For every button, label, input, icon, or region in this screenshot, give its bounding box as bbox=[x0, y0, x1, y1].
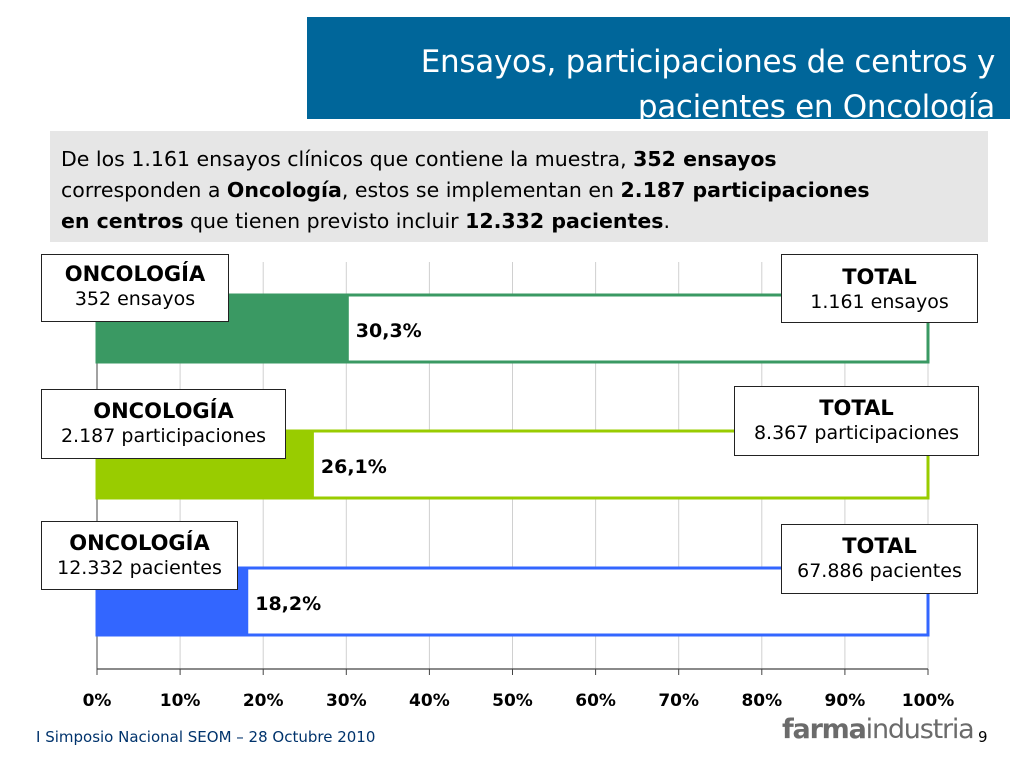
callout-title: ONCOLOGÍA bbox=[93, 399, 234, 423]
callout-title: TOTAL bbox=[819, 396, 894, 420]
bar-value-label: 18,2% bbox=[255, 593, 321, 615]
callout-title: ONCOLOGÍA bbox=[69, 531, 210, 555]
summary-line-2: corresponden a Oncología, estos se imple… bbox=[61, 175, 976, 206]
callout-total-pacientes: TOTAL 67.886 pacientes bbox=[781, 524, 978, 594]
summary-line-1: De los 1.161 ensayos clínicos que contie… bbox=[61, 144, 976, 175]
callout-title: TOTAL bbox=[842, 265, 917, 289]
summary-text: corresponden a bbox=[61, 178, 227, 202]
x-tick-label: 80% bbox=[741, 691, 782, 711]
summary-highlight: 2.187 participaciones bbox=[620, 178, 870, 202]
title-line-1: Ensayos, participaciones de centros y bbox=[420, 44, 996, 80]
farmaindustria-logo: farmaindustria bbox=[782, 714, 975, 745]
bar-value-label: 30,3% bbox=[356, 320, 422, 342]
x-tick-label: 10% bbox=[160, 691, 201, 711]
callout-oncologia-ensayos: ONCOLOGÍA 352 ensayos bbox=[41, 254, 229, 322]
summary-text: , estos se implementan en bbox=[341, 178, 621, 202]
callout-value: 1.161 ensayos bbox=[810, 291, 949, 313]
x-tick-label: 90% bbox=[825, 691, 866, 711]
footer-event: I Simposio Nacional SEOM – 28 Octubre 20… bbox=[36, 728, 376, 746]
callout-total-ensayos: TOTAL 1.161 ensayos bbox=[781, 254, 978, 323]
title-line-2: pacientes en Oncología bbox=[637, 89, 995, 125]
callout-title: ONCOLOGÍA bbox=[64, 262, 206, 286]
x-tick-label: 20% bbox=[243, 691, 284, 711]
title-banner: Ensayos, participaciones de centros y pa… bbox=[307, 17, 1010, 125]
callout-value: 8.367 participaciones bbox=[753, 422, 960, 444]
summary-box: De los 1.161 ensayos clínicos que contie… bbox=[50, 131, 988, 242]
summary-highlight: en centros bbox=[61, 209, 184, 233]
bar-value-label: 26,1% bbox=[321, 456, 387, 478]
page-number: 9 bbox=[978, 728, 988, 746]
x-tick-label: 70% bbox=[658, 691, 699, 711]
x-tick-label: 50% bbox=[492, 691, 533, 711]
summary-highlight: 352 ensayos bbox=[633, 147, 777, 171]
summary-highlight: Oncología bbox=[226, 178, 342, 202]
summary-line-3: en centros que tienen previsto incluir 1… bbox=[61, 206, 976, 237]
callout-total-participaciones: TOTAL 8.367 participaciones bbox=[734, 386, 979, 456]
x-tick-label: 0% bbox=[83, 691, 112, 711]
callout-oncologia-participaciones: ONCOLOGÍA 2.187 participaciones bbox=[41, 389, 286, 459]
callout-title: TOTAL bbox=[842, 534, 917, 558]
summary-text: . bbox=[663, 209, 670, 233]
summary-text: De los 1.161 ensayos clínicos que contie… bbox=[61, 147, 634, 171]
callout-value: 352 ensayos bbox=[74, 288, 196, 310]
x-tick-label: 60% bbox=[575, 691, 616, 711]
x-tick-label: 100% bbox=[902, 691, 955, 711]
summary-text: que tienen previsto incluir bbox=[183, 209, 466, 233]
callout-oncologia-pacientes: ONCOLOGÍA 12.332 pacientes bbox=[41, 521, 238, 590]
summary-highlight: 12.332 pacientes bbox=[465, 209, 664, 233]
callout-value: 67.886 pacientes bbox=[797, 560, 962, 582]
x-tick-label: 40% bbox=[409, 691, 450, 711]
x-tick-label: 30% bbox=[326, 691, 367, 711]
callout-value: 12.332 pacientes bbox=[57, 557, 222, 579]
logo-text: industria bbox=[865, 714, 975, 745]
callout-value: 2.187 participaciones bbox=[60, 425, 267, 447]
logo-text: farma bbox=[782, 714, 867, 745]
